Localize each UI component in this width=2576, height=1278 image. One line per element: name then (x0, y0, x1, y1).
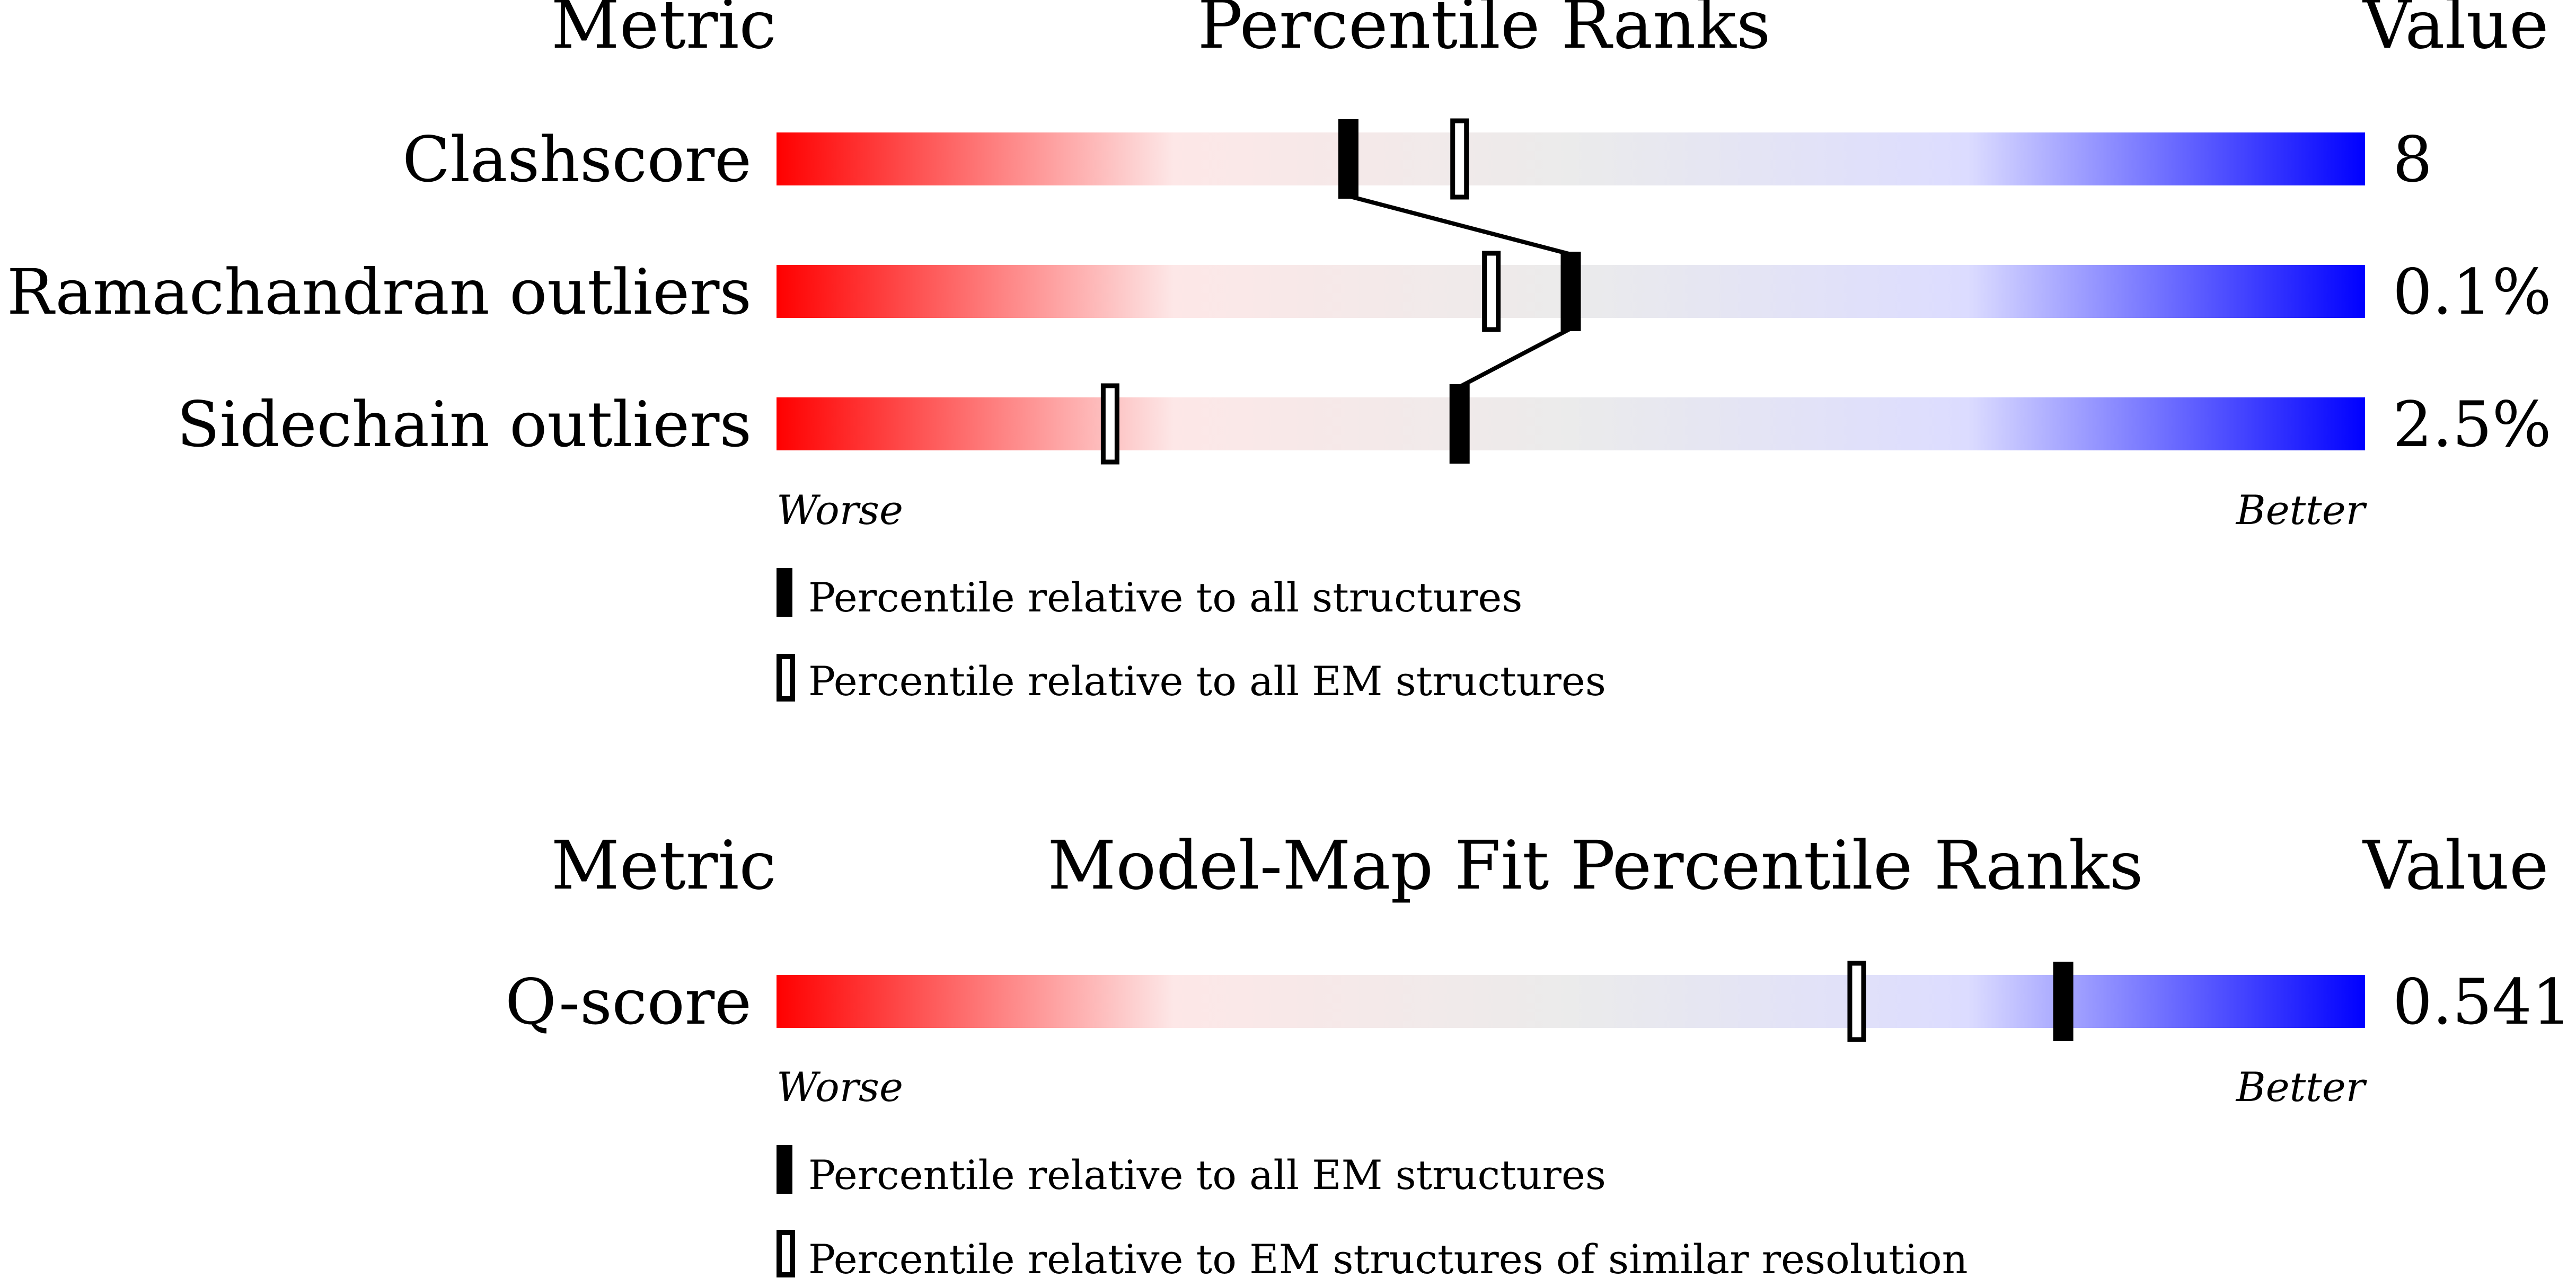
percentile-connector-line (1347, 194, 1573, 389)
panel-title: Percentile Ranks (1197, 0, 1770, 64)
metric-label: Sidechain outliers (177, 388, 752, 461)
marker-filled-percentile (1338, 119, 1358, 199)
legend-filled-label: Percentile relative to all structures (808, 574, 1522, 621)
legend-filled-marker (777, 1145, 792, 1194)
panel-model-map-fit: Metric Model-Map Fit Percentile Ranks Va… (551, 827, 2549, 1278)
value-header: Value (2362, 0, 2549, 64)
panel-geometry-validation: Metric Percentile Ranks Value Worse Bett… (551, 0, 2549, 705)
legend: Percentile relative to all structures Pe… (777, 568, 1606, 705)
scale-better-label: Better (2235, 486, 2368, 534)
marker-open-em-percentile (1482, 251, 1501, 332)
metric-label: Ramachandran outliers (7, 255, 752, 329)
marker-open-em-percentile (1847, 961, 1866, 1042)
legend-open-label: Percentile relative to all EM structures (808, 658, 1606, 705)
panel-title: Model-Map Fit Percentile Ranks (1047, 827, 2143, 904)
marker-filled-percentile (1449, 384, 1470, 464)
marker-filled-percentile (2053, 962, 2074, 1041)
metric-rows: Clashscore 8 Ramachandran outliers 0.1% Side… (7, 118, 2572, 1042)
scale-better-label: Better (2235, 1063, 2368, 1111)
legend-filled-label: Percentile relative to all EM structures (808, 1151, 1606, 1199)
percentile-bar (777, 132, 2365, 185)
value-header: Value (2362, 827, 2549, 904)
legend-open-marker (777, 1230, 795, 1277)
legend: Percentile relative to all EM structures… (777, 1145, 1968, 1278)
marker-open-em-percentile (1100, 383, 1119, 465)
percentile-bar (777, 975, 2365, 1028)
metric-value: 0.541 (2393, 965, 2572, 1039)
marker-open-em-percentile (1450, 118, 1469, 200)
legend-filled-marker (777, 568, 792, 617)
metric-value: 0.1% (2393, 255, 2552, 329)
percentile-bar (777, 397, 2365, 450)
metric-value: 2.5% (2393, 388, 2552, 461)
legend-open-label: Percentile relative to EM structures of … (808, 1236, 1968, 1278)
scale-worse-label: Worse (777, 486, 903, 534)
metric-label: Clashscore (402, 123, 752, 196)
legend-open-marker (777, 654, 795, 702)
metric-value: 8 (2393, 123, 2432, 196)
scale-worse-label: Worse (777, 1063, 903, 1111)
metric-header: Metric (551, 0, 777, 64)
metric-header: Metric (551, 827, 777, 904)
metric-label: Q-score (505, 965, 752, 1039)
